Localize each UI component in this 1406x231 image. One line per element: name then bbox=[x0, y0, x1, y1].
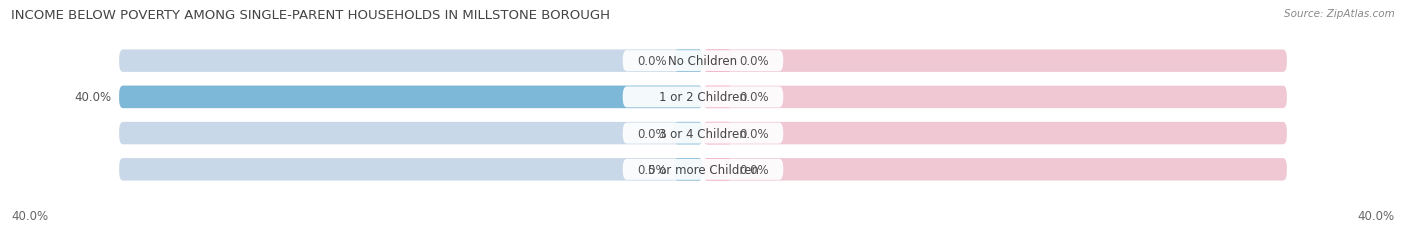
FancyBboxPatch shape bbox=[120, 86, 703, 109]
Text: 0.0%: 0.0% bbox=[740, 127, 769, 140]
Text: INCOME BELOW POVERTY AMONG SINGLE-PARENT HOUSEHOLDS IN MILLSTONE BOROUGH: INCOME BELOW POVERTY AMONG SINGLE-PARENT… bbox=[11, 9, 610, 22]
Text: 1 or 2 Children: 1 or 2 Children bbox=[659, 91, 747, 104]
Text: 0.0%: 0.0% bbox=[740, 55, 769, 68]
FancyBboxPatch shape bbox=[673, 50, 703, 73]
FancyBboxPatch shape bbox=[703, 50, 1286, 73]
FancyBboxPatch shape bbox=[703, 122, 1286, 145]
FancyBboxPatch shape bbox=[623, 87, 783, 108]
FancyBboxPatch shape bbox=[703, 158, 1286, 181]
Text: Source: ZipAtlas.com: Source: ZipAtlas.com bbox=[1284, 9, 1395, 19]
Text: 40.0%: 40.0% bbox=[1358, 209, 1395, 222]
Text: 5 or more Children: 5 or more Children bbox=[648, 163, 758, 176]
Text: 0.0%: 0.0% bbox=[740, 91, 769, 104]
FancyBboxPatch shape bbox=[120, 158, 703, 181]
Text: 40.0%: 40.0% bbox=[11, 209, 48, 222]
Text: 40.0%: 40.0% bbox=[75, 91, 112, 104]
FancyBboxPatch shape bbox=[120, 122, 703, 145]
Text: 0.0%: 0.0% bbox=[637, 127, 666, 140]
Text: 0.0%: 0.0% bbox=[637, 55, 666, 68]
FancyBboxPatch shape bbox=[673, 158, 703, 181]
Text: 3 or 4 Children: 3 or 4 Children bbox=[659, 127, 747, 140]
FancyBboxPatch shape bbox=[703, 50, 733, 73]
FancyBboxPatch shape bbox=[673, 122, 703, 145]
FancyBboxPatch shape bbox=[703, 122, 733, 145]
FancyBboxPatch shape bbox=[120, 86, 703, 109]
FancyBboxPatch shape bbox=[703, 86, 733, 109]
FancyBboxPatch shape bbox=[703, 86, 1286, 109]
Text: 0.0%: 0.0% bbox=[637, 163, 666, 176]
Text: 0.0%: 0.0% bbox=[740, 163, 769, 176]
FancyBboxPatch shape bbox=[623, 159, 783, 180]
FancyBboxPatch shape bbox=[623, 123, 783, 144]
FancyBboxPatch shape bbox=[703, 158, 733, 181]
Text: No Children: No Children bbox=[668, 55, 738, 68]
FancyBboxPatch shape bbox=[623, 51, 783, 72]
FancyBboxPatch shape bbox=[120, 50, 703, 73]
